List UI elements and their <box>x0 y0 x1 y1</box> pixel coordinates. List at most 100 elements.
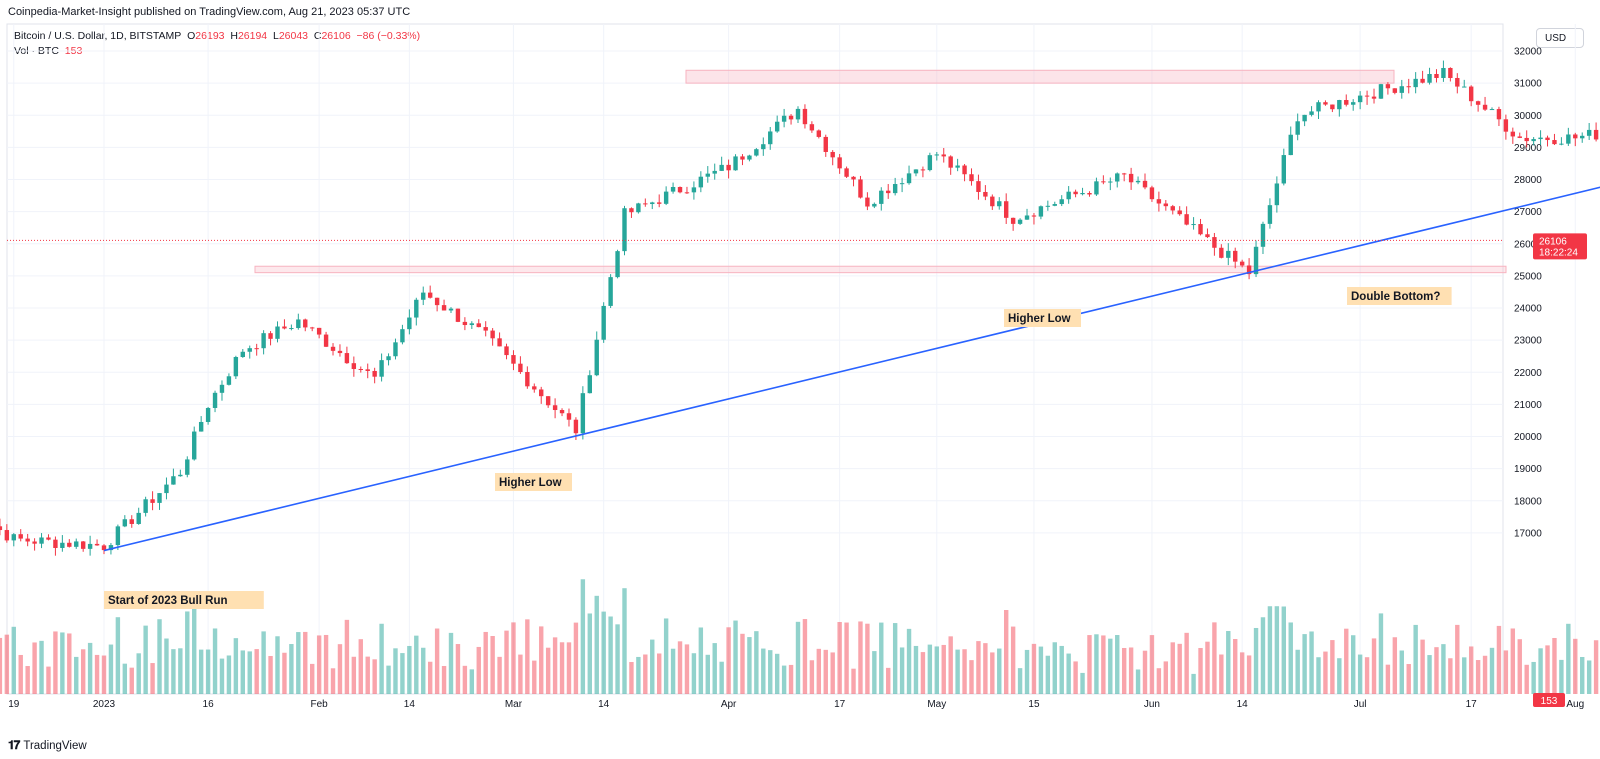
candle-body <box>545 396 551 406</box>
volume-bar <box>920 652 926 694</box>
volume-bar <box>32 642 37 694</box>
candle-body <box>1267 205 1273 224</box>
candle-body <box>497 338 502 347</box>
volume-bar <box>372 659 377 694</box>
volume-bar <box>754 631 759 694</box>
candle-body <box>18 534 23 539</box>
close-value: 26106 <box>321 30 351 42</box>
volume-bar <box>879 622 884 694</box>
volume-bar <box>1482 655 1488 694</box>
candle-body <box>788 115 794 120</box>
candle-body <box>1406 86 1411 88</box>
candle-body <box>1115 173 1120 182</box>
candle-body <box>601 305 606 340</box>
volume-bar <box>337 644 343 694</box>
volume-bar <box>983 643 988 694</box>
volume-bar <box>518 654 523 694</box>
candle-body <box>962 165 967 175</box>
volume-bar <box>1288 622 1293 694</box>
volume-bar <box>629 662 634 694</box>
candle-body <box>469 323 475 326</box>
candle-body <box>1038 206 1044 217</box>
candle-body <box>46 537 51 540</box>
volume-bar <box>1531 661 1536 694</box>
candle-body <box>115 526 121 546</box>
volume-bar <box>643 654 648 694</box>
volume-bar <box>1156 668 1162 694</box>
candle-body <box>316 327 322 335</box>
volume-bar <box>532 660 537 694</box>
x-tick-label: 14 <box>404 699 416 710</box>
x-tick-label: 16 <box>203 699 215 710</box>
volume-bar <box>615 624 620 694</box>
x-tick-label: 19 <box>8 699 20 710</box>
volume-bar <box>1108 638 1113 694</box>
y-tick-label: 23000 <box>1514 336 1542 347</box>
volume-bar <box>421 647 426 694</box>
candle-body <box>1496 109 1502 120</box>
volume-bar <box>1024 649 1030 694</box>
candle-body <box>1427 73 1432 83</box>
candle-body <box>1482 104 1488 110</box>
candle-body <box>1128 173 1134 183</box>
symbol-name[interactable]: Bitcoin / U.S. Dollar, 1D, BITSTAMP <box>14 30 182 42</box>
change-value: −86 (−0.33%) <box>356 30 421 42</box>
volume-bar <box>934 646 939 694</box>
volume-bar <box>94 654 100 694</box>
candle-body <box>691 187 697 193</box>
candle-body <box>1101 181 1106 183</box>
volume-bar <box>1170 642 1175 694</box>
candle-body <box>289 328 294 330</box>
volume-bar <box>303 631 308 694</box>
x-tick-label: Feb <box>311 699 329 710</box>
volume-bar <box>275 636 280 694</box>
x-tick-label: 14 <box>598 699 610 710</box>
volume-bar <box>1115 635 1120 694</box>
candle-body <box>670 187 676 192</box>
volume-bar <box>101 655 107 694</box>
candle-body <box>830 151 835 158</box>
volume-bar <box>1274 606 1280 694</box>
tradingview-footer[interactable]: 𝟏𝟕 TradingView <box>8 738 87 753</box>
candle-body <box>650 202 655 205</box>
volume-bar <box>573 622 579 694</box>
candle-body <box>892 184 898 194</box>
volume-bar <box>1128 647 1134 694</box>
volume-bar <box>365 656 370 694</box>
current-price-badge <box>1533 233 1587 260</box>
candle-body <box>1510 131 1516 137</box>
volume-bar <box>768 650 773 694</box>
volume-bar <box>726 627 731 694</box>
candle-body <box>1517 136 1522 138</box>
volume-bar <box>1357 654 1363 694</box>
candle-body <box>1503 119 1509 132</box>
candle-body <box>87 543 93 549</box>
candle-body <box>1462 86 1467 88</box>
volume-bar <box>1586 660 1592 694</box>
volume-bar <box>872 651 877 694</box>
candle-body <box>955 165 960 168</box>
volume-bar <box>1087 635 1092 694</box>
volume-bar <box>552 637 558 694</box>
candle-body <box>1586 129 1592 136</box>
volume-bar <box>525 619 530 694</box>
volume-bar <box>997 648 1002 694</box>
tradingview-brand: TradingView <box>23 739 87 752</box>
candle-body <box>94 543 100 546</box>
volume-bar <box>761 648 766 694</box>
volume-bar <box>1260 617 1266 694</box>
volume-bar <box>11 626 16 694</box>
volume-bar <box>684 644 690 694</box>
volume-bar <box>226 655 232 694</box>
volume-bar <box>455 644 461 694</box>
open-label: O <box>187 30 196 42</box>
candle-body <box>705 173 710 177</box>
candle-body <box>1274 183 1280 206</box>
close-label: C <box>313 30 322 42</box>
volume-bar <box>1045 655 1051 694</box>
currency-button[interactable]: USD <box>1536 28 1584 48</box>
candle-body <box>164 484 169 494</box>
candle-body <box>1357 95 1363 103</box>
candle-body <box>1593 129 1599 140</box>
